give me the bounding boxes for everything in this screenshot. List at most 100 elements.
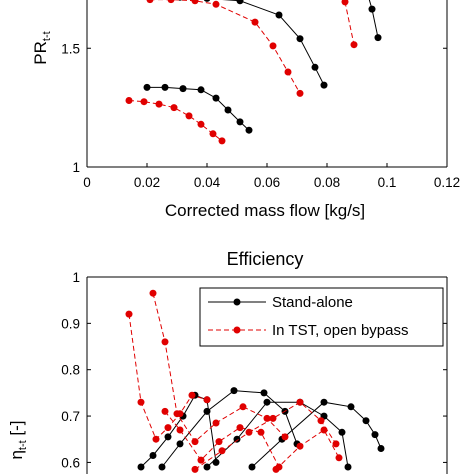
eff-stand-alone-point — [320, 398, 328, 406]
eff-stand-alone-point — [233, 435, 241, 443]
pr-in-tst-open-bypass-point — [170, 104, 178, 112]
eff-in-tst-open-bypass-point — [272, 465, 280, 473]
efficiency-title: Efficiency — [227, 249, 304, 269]
eff-stand-alone-point — [137, 463, 145, 471]
eff-in-tst-open-bypass-point — [296, 442, 304, 450]
pr-x-tick-label: 0.12 — [434, 175, 460, 190]
pr-stand-alone-point — [374, 34, 382, 42]
eff-in-tst-open-bypass-point — [239, 403, 247, 411]
pr-series — [125, 0, 382, 145]
eff-y-tick-label: 1 — [72, 270, 80, 285]
pr-y-tick-label: 1 — [72, 160, 80, 175]
eff-stand-alone-point — [203, 407, 211, 415]
pr-in-tst-open-bypass-point — [167, 0, 175, 4]
pressure-ratio-chart: 1 1.5 0 0.02 0.04 0.06 0.08 0.1 0.12 PRt-t Corre… — [31, 0, 460, 220]
eff-in-tst-open-bypass-point — [191, 465, 199, 473]
eff-y-tick-label: 0.7 — [61, 409, 80, 424]
pr-in-tst-open-bypass-point — [212, 0, 220, 8]
eff-in-tst-open-bypass-point — [191, 438, 199, 446]
eff-in-tst-open-bypass-point — [215, 438, 223, 446]
pr-in-tst-open-bypass-line — [343, 0, 355, 45]
legend-label-in-tst: In TST, open bypass — [272, 322, 408, 339]
pr-x-tick-label: 0.06 — [254, 175, 280, 190]
eff-in-tst-open-bypass-point — [161, 407, 169, 415]
eff-in-tst-open-bypass-point — [125, 310, 133, 318]
eff-in-tst-open-bypass-point — [236, 424, 244, 432]
eff-y-tick-label: 0.8 — [61, 363, 80, 378]
eff-in-tst-open-bypass-point — [161, 338, 169, 346]
eff-in-tst-open-bypass-point — [197, 456, 205, 464]
eff-stand-alone-point — [260, 389, 268, 397]
efficiency-chart: Efficiency 0.6 0.7 0.8 0.9 1 ηt-t [-] Stand-… — [7, 249, 448, 474]
eff-in-tst-open-bypass-point — [212, 419, 220, 427]
eff-in-tst-open-bypass-point — [335, 454, 343, 462]
eff-y-axis-label: ηt-t [-] — [7, 420, 29, 459]
pr-stand-alone-point — [224, 106, 232, 114]
eff-in-tst-open-bypass-point — [188, 391, 196, 399]
pr-in-tst-open-bypass-point — [125, 97, 133, 104]
eff-in-tst-open-bypass-point — [317, 417, 325, 425]
legend-label-stand-alone: Stand-alone — [272, 294, 353, 311]
eff-stand-alone-point — [164, 433, 172, 441]
eff-stand-alone-point — [362, 417, 370, 425]
eff-in-tst-open-bypass-point — [176, 426, 184, 434]
eff-in-tst-open-bypass-point — [137, 398, 145, 406]
pr-y-tick-label: 1.5 — [61, 41, 80, 56]
pr-stand-alone-point — [296, 35, 304, 43]
eff-y-tick-label: 0.9 — [61, 316, 80, 331]
pr-in-tst-open-bypass-point — [185, 112, 193, 120]
eff-ticks: 0.6 0.7 0.8 0.9 1 — [61, 270, 447, 470]
pr-in-tst-open-bypass-point — [350, 41, 358, 49]
eff-stand-alone-point — [230, 387, 238, 395]
eff-stand-alone-point — [344, 463, 352, 471]
pr-x-tick-label: 0.02 — [134, 175, 160, 190]
eff-in-tst-open-bypass-point — [245, 428, 253, 436]
pr-stand-alone-point — [275, 11, 283, 19]
pr-x-axis-label: Corrected mass flow [kg/s] — [165, 201, 365, 220]
pr-in-tst-open-bypass-point — [269, 42, 277, 50]
pr-in-tst-open-bypass-point — [209, 130, 217, 138]
eff-stand-alone-point — [338, 428, 346, 436]
pr-in-tst-open-bypass-point — [341, 0, 349, 6]
pr-in-tst-open-bypass-point — [146, 0, 154, 4]
eff-series — [125, 289, 385, 473]
pr-stand-alone-line — [368, 0, 379, 38]
pr-stand-alone-point — [245, 126, 253, 134]
pr-in-tst-open-bypass-point — [251, 18, 259, 26]
pr-ticks: 1 1.5 0 0.02 0.04 0.06 0.08 0.1 0.12 — [61, 41, 460, 190]
pr-in-tst-open-bypass-point — [284, 68, 292, 76]
eff-in-tst-open-bypass-point — [269, 414, 277, 422]
eff-in-tst-open-bypass-point — [149, 289, 157, 297]
pr-x-tick-label: 0 — [83, 175, 91, 190]
eff-stand-alone-point — [371, 431, 379, 439]
pr-in-tst-open-bypass-point — [140, 98, 148, 106]
eff-in-tst-open-bypass-point — [152, 435, 160, 443]
pr-in-tst-open-bypass-line — [150, 0, 301, 94]
pr-x-tick-label: 0.1 — [378, 175, 397, 190]
pr-stand-alone-point — [179, 85, 187, 93]
pr-in-tst-open-bypass-point — [191, 0, 199, 5]
eff-stand-alone-point — [212, 458, 220, 466]
eff-stand-alone-point — [263, 398, 271, 406]
eff-in-tst-open-bypass-line — [128, 314, 208, 441]
eff-in-tst-open-bypass-point — [296, 398, 304, 406]
legend: Stand-alone In TST, open bypass — [199, 287, 444, 347]
pr-stand-alone-point — [311, 63, 319, 71]
pr-y-axis-label: PRt-t — [31, 31, 53, 64]
pr-in-tst-open-bypass-point — [296, 89, 304, 97]
eff-in-tst-open-bypass-point — [203, 396, 211, 404]
pr-stand-alone-point — [212, 94, 220, 102]
pr-x-tick-label: 0.08 — [314, 175, 340, 190]
pr-in-tst-open-bypass-point — [218, 137, 226, 145]
pr-stand-alone-point — [197, 86, 205, 94]
eff-in-tst-open-bypass-point — [320, 426, 328, 434]
eff-in-tst-open-bypass-point — [281, 433, 289, 441]
eff-in-tst-open-bypass-line — [152, 293, 286, 443]
pr-in-tst-open-bypass-point — [155, 100, 163, 108]
eff-stand-alone-point — [176, 440, 184, 448]
pr-stand-alone-point — [236, 0, 244, 5]
eff-in-tst-open-bypass-point — [257, 428, 265, 436]
pr-stand-alone-point — [143, 83, 151, 91]
pr-stand-alone-line — [222, 0, 325, 86]
